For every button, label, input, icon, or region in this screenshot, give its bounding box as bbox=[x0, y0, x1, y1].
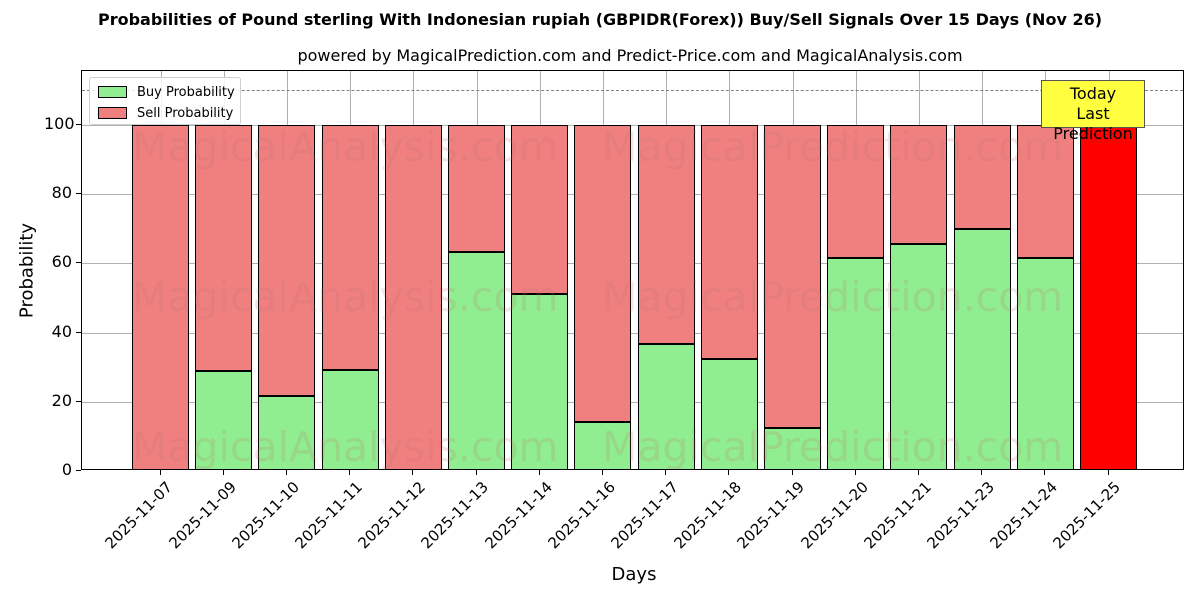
bar-buy bbox=[195, 371, 253, 469]
x-tick-mark bbox=[1107, 470, 1109, 475]
x-tick-mark bbox=[538, 470, 540, 475]
reference-line bbox=[82, 90, 1183, 91]
bar-sell bbox=[574, 125, 632, 422]
x-tick-label: 2025-11-20 bbox=[797, 478, 872, 553]
x-tick-label: 2025-11-09 bbox=[165, 478, 240, 553]
legend-label-buy: Buy Probability bbox=[137, 84, 235, 100]
x-tick-label: 2025-11-18 bbox=[670, 478, 746, 553]
bar-buy bbox=[1016, 257, 1074, 469]
grid-line-horizontal bbox=[82, 332, 1183, 334]
bar-sell bbox=[321, 125, 379, 370]
legend-label-sell: Sell Probability bbox=[137, 105, 234, 121]
x-tick-mark bbox=[349, 470, 351, 475]
bar-sell bbox=[637, 125, 695, 344]
x-tick-mark bbox=[159, 470, 161, 475]
bar-buy bbox=[700, 358, 758, 469]
x-tick-label: 2025-11-17 bbox=[607, 478, 682, 553]
x-tick-mark bbox=[917, 470, 919, 475]
bar-buy bbox=[953, 229, 1011, 469]
x-axis-label: Days bbox=[611, 564, 657, 585]
bar-sell bbox=[448, 125, 505, 252]
x-tick-label: 2025-11-12 bbox=[354, 478, 430, 553]
annotation-line-1: Today bbox=[1069, 84, 1117, 103]
chart-title: Probabilities of Pound sterling With Ind… bbox=[97, 10, 1103, 29]
x-tick-label: 2025-11-25 bbox=[1049, 478, 1125, 553]
bar-buy bbox=[258, 395, 316, 469]
legend-item-sell: Sell Probability bbox=[98, 105, 233, 121]
x-tick-label: 2025-11-21 bbox=[860, 478, 935, 553]
x-tick-label: 2025-11-24 bbox=[986, 478, 1062, 553]
bar-sell bbox=[384, 125, 442, 469]
bar-buy bbox=[321, 369, 379, 469]
x-tick-mark bbox=[601, 470, 603, 475]
grid-line-horizontal bbox=[82, 401, 1183, 403]
sell-swatch bbox=[98, 107, 127, 119]
buy-swatch bbox=[98, 86, 127, 98]
bar-buy bbox=[511, 293, 569, 469]
y-tick-mark bbox=[76, 331, 81, 333]
bar-sell bbox=[890, 125, 948, 245]
grid-line-horizontal bbox=[82, 125, 1183, 126]
bar-sell bbox=[827, 125, 885, 258]
grid-line-horizontal bbox=[82, 194, 1183, 196]
x-tick-label: 2025-11-13 bbox=[417, 478, 493, 553]
annotation-line-2: Last Prediction bbox=[1053, 104, 1133, 143]
x-tick-mark bbox=[412, 470, 414, 475]
y-tick-label: 0 bbox=[61, 460, 72, 479]
x-tick-label: 2025-11-14 bbox=[481, 478, 556, 553]
bar-sell bbox=[764, 125, 821, 429]
y-tick-label: 100 bbox=[44, 114, 75, 133]
x-tick-mark bbox=[1044, 470, 1046, 475]
y-tick-label: 80 bbox=[51, 183, 72, 203]
bar-sell bbox=[953, 125, 1011, 230]
x-tick-label: 2025-11-23 bbox=[923, 478, 998, 553]
y-tick-label: 60 bbox=[51, 252, 72, 272]
bar-sell bbox=[195, 125, 253, 372]
x-tick-mark bbox=[665, 470, 667, 475]
x-tick-label: 2025-11-07 bbox=[101, 478, 177, 553]
x-tick-mark bbox=[222, 470, 224, 475]
bar-today-prediction bbox=[1080, 125, 1137, 469]
x-tick-label: 2025-11-11 bbox=[291, 478, 366, 553]
plot-area: MagicalAnalysis.comMagicalPrediction.com… bbox=[81, 70, 1184, 470]
x-tick-mark bbox=[475, 470, 477, 475]
y-tick-mark bbox=[76, 400, 81, 402]
bar-sell bbox=[700, 125, 758, 359]
bar-buy bbox=[764, 428, 821, 469]
x-tick-mark bbox=[791, 470, 793, 475]
y-tick-mark bbox=[76, 124, 81, 125]
x-tick-mark bbox=[285, 470, 287, 475]
legend-item-buy: Buy Probability bbox=[98, 84, 235, 100]
x-tick-mark bbox=[728, 470, 730, 475]
y-tick-label: 20 bbox=[51, 390, 72, 410]
x-tick-label: 2025-11-19 bbox=[733, 478, 809, 553]
bar-sell bbox=[1016, 125, 1074, 258]
bar-buy bbox=[574, 421, 632, 469]
bar-sell bbox=[258, 125, 316, 396]
y-axis-label: Probability bbox=[16, 222, 38, 319]
grid-line-horizontal bbox=[82, 263, 1183, 265]
x-tick-mark bbox=[854, 470, 856, 475]
bar-sell bbox=[132, 125, 189, 469]
x-tick-mark bbox=[981, 470, 983, 475]
bar-sell bbox=[511, 125, 569, 294]
bar-buy bbox=[890, 244, 948, 469]
y-tick-mark bbox=[76, 193, 81, 195]
chart-subtitle: powered by MagicalPrediction.com and Pre… bbox=[297, 46, 963, 65]
bar-buy bbox=[827, 257, 885, 469]
y-tick-mark bbox=[76, 262, 81, 264]
bar-buy bbox=[637, 343, 695, 469]
today-annotation: Today Last Prediction bbox=[1041, 80, 1145, 143]
y-tick-mark bbox=[76, 470, 81, 471]
x-tick-label: 2025-11-16 bbox=[544, 478, 619, 553]
legend: Buy Probability Sell Probability bbox=[89, 77, 241, 125]
x-tick-label: 2025-11-10 bbox=[228, 478, 303, 553]
y-tick-label: 40 bbox=[51, 321, 72, 341]
bar-buy bbox=[448, 251, 505, 469]
